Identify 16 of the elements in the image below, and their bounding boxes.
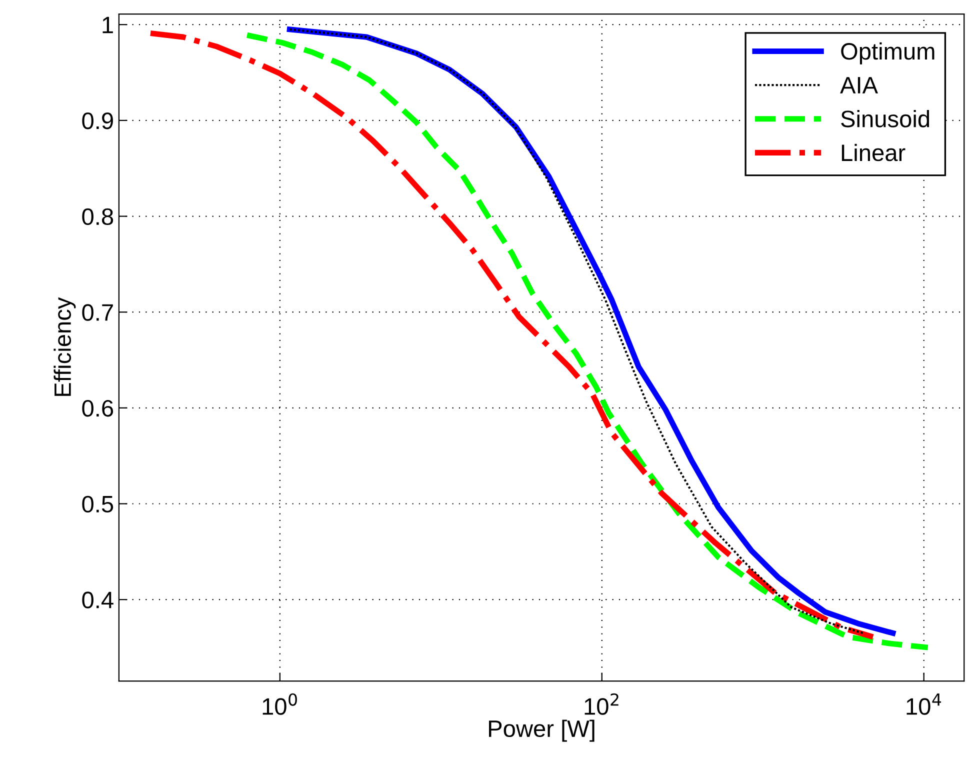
legend-label: Linear bbox=[842, 144, 906, 162]
x-axis-title: Power [W] bbox=[489, 720, 594, 742]
legend-label: Optimum bbox=[841, 42, 934, 64]
y-tick-label: 0.8 bbox=[82, 208, 114, 226]
y-tick-label: 1 bbox=[102, 16, 113, 34]
legend-label: AIA bbox=[840, 77, 878, 94]
y-tick-label: 0.6 bbox=[82, 400, 114, 417]
y-tick-label: 0.9 bbox=[82, 112, 113, 130]
y-axis-title: Efficiency bbox=[54, 297, 76, 396]
y-tick-label: 0.5 bbox=[82, 496, 114, 513]
y-tick-label: 0.4 bbox=[82, 592, 114, 608]
legend-label: Sinusoid bbox=[841, 110, 930, 128]
x-tick-label: 10$^{0}$ bbox=[262, 693, 297, 715]
x-tick-label: 10$^{4}$ bbox=[906, 694, 942, 715]
x-tick-label: 10$^{2}$ bbox=[584, 693, 618, 715]
y-tick-label: 0.7 bbox=[82, 304, 113, 321]
